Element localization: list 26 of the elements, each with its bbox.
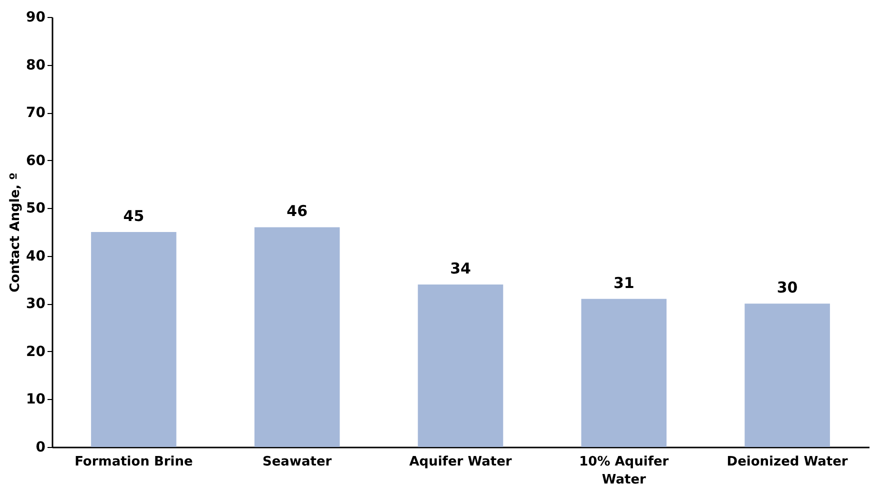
- bar: [91, 232, 176, 447]
- data-label: 31: [613, 274, 634, 292]
- x-tick-label: Aquifer Water: [409, 454, 512, 470]
- x-tick-label: Deionized Water: [726, 454, 848, 470]
- bar: [581, 298, 667, 447]
- bar: [418, 284, 504, 447]
- y-tick-label: 50: [26, 200, 46, 217]
- y-tick-label: 40: [26, 248, 46, 264]
- data-label: 45: [123, 207, 144, 225]
- y-tick-label: 0: [36, 440, 46, 456]
- x-tick-label: Seawater: [262, 454, 332, 470]
- y-tick-label: 30: [26, 296, 46, 312]
- data-label: 30: [776, 278, 798, 297]
- data-label: 34: [450, 260, 471, 278]
- data-label: 46: [286, 202, 308, 220]
- y-tick-label: 60: [26, 152, 46, 169]
- x-tick-label: 10% Aquifer Water: [579, 454, 670, 488]
- y-tick-label: 10: [26, 392, 46, 408]
- y-tick-label: 80: [26, 57, 46, 74]
- y-tick-label: 70: [26, 105, 46, 122]
- x-tick-label: Formation Brine: [74, 454, 193, 470]
- bar: [254, 227, 340, 447]
- bar: [744, 304, 830, 447]
- y-tick-label: 90: [26, 10, 46, 26]
- y-axis-title: Contact Angle, º: [8, 172, 24, 292]
- y-tick-label: 20: [26, 344, 46, 360]
